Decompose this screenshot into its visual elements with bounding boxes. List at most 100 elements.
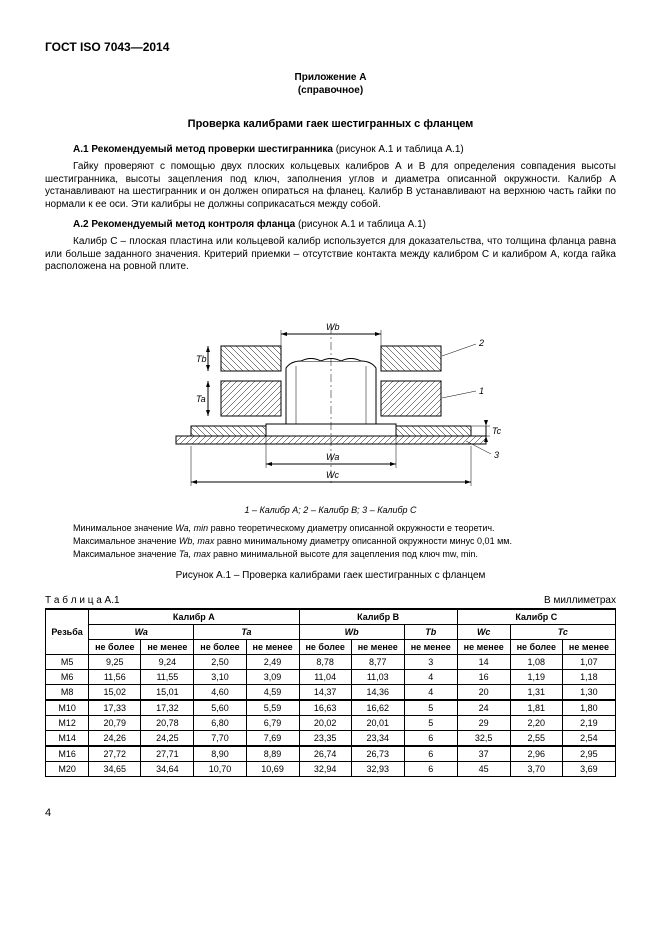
table-cell: 6 — [404, 746, 457, 762]
table-cell: 3,70 — [510, 762, 562, 777]
th-tc-max: не более — [510, 640, 562, 655]
section-title: Проверка калибрами гаек шестигранных с ф… — [45, 118, 616, 130]
table-cell: 6 — [404, 731, 457, 747]
table-cell: 32,5 — [457, 731, 510, 747]
table-cell: 17,33 — [89, 700, 141, 716]
label-tb: Tb — [196, 354, 207, 364]
table-cell: 9,24 — [141, 655, 194, 670]
note3c: равно минимальной высоте для зацепления … — [211, 549, 478, 559]
table-cell: M14 — [46, 731, 89, 747]
table-cell: 20,01 — [351, 716, 404, 731]
table-cell: 14 — [457, 655, 510, 670]
th-ta: Ta — [194, 625, 299, 640]
table-cell: 16,62 — [351, 700, 404, 716]
th-tc-min: не менее — [562, 640, 615, 655]
table-cell: 5,59 — [246, 700, 299, 716]
table-cell: 6,80 — [194, 716, 246, 731]
table-cell: 34,64 — [141, 762, 194, 777]
table-cell: 4,60 — [194, 685, 246, 701]
table-cell: M20 — [46, 762, 89, 777]
label-wc: Wc — [326, 470, 339, 480]
note2c: равно минимальному диаметру описанной ок… — [214, 536, 512, 546]
table-cell: 2,96 — [510, 746, 562, 762]
label-2: 2 — [478, 338, 484, 348]
table-cell: 8,90 — [194, 746, 246, 762]
th-wc: Wc — [457, 625, 510, 640]
table-cell: 7,69 — [246, 731, 299, 747]
table-cell: 3 — [404, 655, 457, 670]
table-cell: 2,50 — [194, 655, 246, 670]
table-cell: 8,78 — [299, 655, 351, 670]
th-wb-min: не менее — [351, 640, 404, 655]
table-cell: 3,69 — [562, 762, 615, 777]
table-cell: 1,19 — [510, 670, 562, 685]
table-cell: 8,77 — [351, 655, 404, 670]
table-cell: 1,07 — [562, 655, 615, 670]
gauge-diagram: Wb Wa Wc Tb Ta Tc 2 1 — [146, 286, 516, 496]
note2b: Wb, max — [179, 536, 215, 546]
table-cell: 1,81 — [510, 700, 562, 716]
table-cell: 5,60 — [194, 700, 246, 716]
table-cell: 20,02 — [299, 716, 351, 731]
table-cell: 9,25 — [89, 655, 141, 670]
table-cell: 1,80 — [562, 700, 615, 716]
table-cell: 2,49 — [246, 655, 299, 670]
table-cell: 2,19 — [562, 716, 615, 731]
table-cell: 4 — [404, 670, 457, 685]
table-cell: M16 — [46, 746, 89, 762]
table-cell: 37 — [457, 746, 510, 762]
table-cell: 15,02 — [89, 685, 141, 701]
th-ta-min: не менее — [246, 640, 299, 655]
th-tc: Tc — [510, 625, 615, 640]
table-cell: 24,26 — [89, 731, 141, 747]
standard-code: ГОСТ ISO 7043—2014 — [45, 40, 616, 54]
table-cell: 2,95 — [562, 746, 615, 762]
table-a1: Резьба Калибр А Калибр В Калибр С Wa Ta … — [45, 608, 616, 777]
label-wa: Wa — [326, 452, 339, 462]
table-cell: 16 — [457, 670, 510, 685]
note1a: Минимальное значение — [73, 523, 175, 533]
table-cell: 11,03 — [351, 670, 404, 685]
table-cell: 1,08 — [510, 655, 562, 670]
th-wa: Wa — [89, 625, 194, 640]
table-cell: 4 — [404, 685, 457, 701]
table-cell: 3,09 — [246, 670, 299, 685]
a1-heading-tail: (рисунок А.1 и таблица А.1) — [333, 144, 464, 155]
table-row: M2034,6534,6410,7010,6932,9432,936453,70… — [46, 762, 616, 777]
table-cell: 45 — [457, 762, 510, 777]
table-units: В миллиметрах — [544, 595, 616, 606]
table-cell: 6,79 — [246, 716, 299, 731]
table-cell: 10,70 — [194, 762, 246, 777]
table-cell: 24,25 — [141, 731, 194, 747]
th-tb: Tb — [404, 625, 457, 640]
th-wb-max: не более — [299, 640, 351, 655]
table-row: M59,259,242,502,498,788,773141,081,07 — [46, 655, 616, 670]
table-cell: 4,59 — [246, 685, 299, 701]
table-cell: 7,70 — [194, 731, 246, 747]
table-cell: 15,01 — [141, 685, 194, 701]
table-cell: 1,18 — [562, 670, 615, 685]
table-cell: 16,63 — [299, 700, 351, 716]
a1-para: Гайку проверяют с помощью двух плоских к… — [45, 161, 616, 211]
table-cell: 27,71 — [141, 746, 194, 762]
table-cell: 17,32 — [141, 700, 194, 716]
note3a: Максимальное значение — [73, 549, 179, 559]
figure-legend: 1 – Калибр А; 2 – Калибр В; 3 – Калибр С — [45, 505, 616, 515]
table-cell: 23,35 — [299, 731, 351, 747]
label-tc: Tc — [492, 426, 502, 436]
table-row: M1627,7227,718,908,8926,7426,736372,962,… — [46, 746, 616, 762]
th-wa-min: не менее — [141, 640, 194, 655]
table-meta: Т а б л и ц а А.1 В миллиметрах — [45, 595, 616, 606]
table-cell: M5 — [46, 655, 89, 670]
table-cell: 11,55 — [141, 670, 194, 685]
label-1: 1 — [479, 386, 484, 396]
label-wb: Wb — [326, 322, 340, 332]
figure-a1: Wb Wa Wc Tb Ta Tc 2 1 — [45, 286, 616, 515]
note1c: равно теоретическому диаметру описанной … — [208, 523, 494, 533]
th-wa-max: не более — [89, 640, 141, 655]
table-cell: 14,37 — [299, 685, 351, 701]
a1-heading: А.1 Рекомендуемый метод проверки шестигр… — [45, 144, 616, 155]
table-cell: 5 — [404, 716, 457, 731]
th-ta-max: не более — [194, 640, 246, 655]
figure-title: Рисунок А.1 – Проверка калибрами гаек ше… — [45, 570, 616, 581]
